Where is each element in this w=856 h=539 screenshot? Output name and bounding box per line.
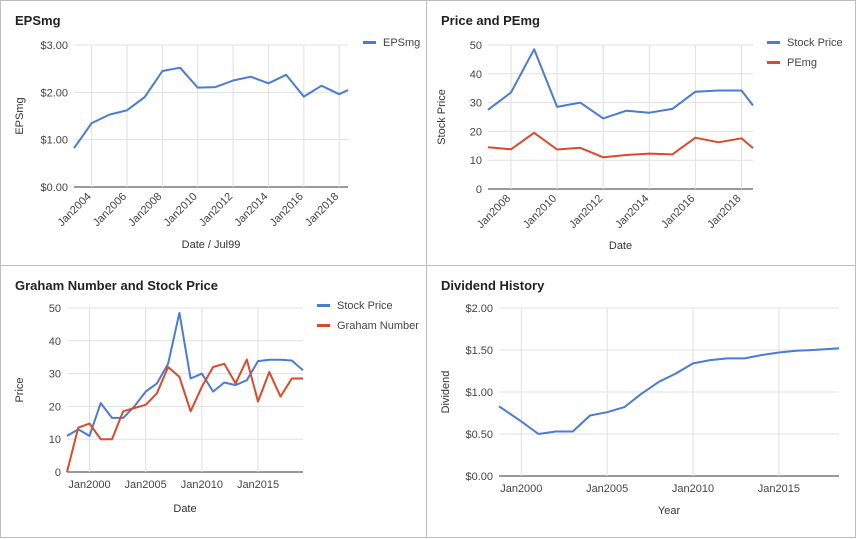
legend-swatch [767, 41, 780, 44]
x-tick-label: Jan2005 [586, 483, 628, 495]
x-tick-label: Jan2010 [521, 193, 559, 231]
x-axis-title: Year [658, 505, 681, 517]
series-line-dividend [498, 347, 840, 435]
series-line-pemg [487, 131, 754, 159]
x-tick-label: Jan2000 [500, 483, 542, 495]
x-tick-label: Jan2010 [181, 479, 223, 491]
x-tick-label: Jan2010 [162, 191, 200, 229]
y-tick-label: $0.00 [465, 471, 493, 483]
chart-panel-price-pemg: Price and PEmg 0 10 20 30 40 50 Jan2008 Jan2010… [426, 0, 856, 266]
y-tick-label: $3.00 [40, 40, 68, 52]
x-tick-label: Jan2000 [68, 479, 110, 491]
series-line-stock-price [66, 311, 304, 437]
chart-title: Dividend History [441, 278, 545, 293]
y-tick-label: 40 [470, 69, 482, 81]
x-tick-label: Jan2018 [705, 193, 743, 231]
y-tick-label: $1.00 [40, 135, 68, 147]
y-tick-label: 10 [49, 434, 61, 446]
chart-svg: $0.00 $0.50 $1.00 $1.50 $2.00 Jan2000 Jan2005 J… [440, 303, 840, 517]
chart-panel-epsmg: EPSmg $0.00 $1.00 $2.00 $3.00 Jan2004 Jan2006… [0, 0, 427, 266]
y-axis-title: Stock Price [436, 89, 448, 145]
legend-swatch [317, 304, 330, 307]
y-tick-label: $0.50 [465, 429, 493, 441]
y-tick-label: $0.00 [40, 182, 68, 194]
series-line-graham-number [66, 358, 303, 473]
x-axis-title: Date / Jul99 [182, 239, 241, 251]
legend-swatch [363, 41, 376, 44]
y-tick-label: 0 [55, 467, 61, 479]
y-tick-label: 20 [49, 401, 61, 413]
x-axis-title: Date [173, 503, 196, 515]
y-tick-label: 0 [476, 184, 482, 196]
y-tick-label: 50 [49, 303, 61, 315]
series-line-epsmg [73, 66, 349, 149]
x-tick-label: Jan2015 [758, 483, 800, 495]
y-tick-label: $2.00 [40, 87, 68, 99]
x-tick-label: Jan2018 [303, 191, 341, 229]
x-tick-label: Jan2010 [672, 483, 714, 495]
y-axis-title: Dividend [440, 371, 452, 414]
chart-svg: $0.00 $1.00 $2.00 $3.00 Jan2004Jan2006Jan200… [14, 37, 420, 251]
y-tick-label: 10 [470, 155, 482, 167]
y-tick-label: 40 [49, 336, 61, 348]
y-tick-label: 50 [470, 40, 482, 52]
x-tick-label: Jan2008 [475, 193, 513, 231]
x-tick-label: Jan2014 [613, 193, 651, 231]
legend-label: Stock Price [787, 37, 843, 49]
x-tick-label: Jan2005 [125, 479, 167, 491]
x-tick-label: Jan2016 [268, 191, 306, 229]
legend-label: EPSmg [383, 37, 420, 49]
x-tick-label: Jan2015 [237, 479, 279, 491]
x-tick-label: Jan2004 [55, 191, 93, 229]
y-tick-label: 20 [470, 126, 482, 138]
legend-label: PEmg [787, 57, 817, 69]
y-tick-label: 30 [470, 98, 482, 110]
y-tick-label: 30 [49, 369, 61, 381]
x-tick-label: Jan2014 [232, 191, 270, 229]
y-tick-label: $2.00 [465, 303, 493, 315]
legend-swatch [317, 324, 330, 327]
chart-svg: 0 10 20 30 40 50 Jan2000 Jan2005 Jan2010 Jan2015 D… [14, 300, 419, 515]
legend-label: Stock Price [337, 300, 393, 312]
chart-panel-graham-number: Graham Number and Stock Price 0 10 20 30 40 5… [0, 265, 427, 538]
legend-swatch [767, 61, 780, 64]
x-tick-label: Jan2008 [126, 191, 164, 229]
y-tick-label: $1.00 [465, 387, 493, 399]
legend-label: Graham Number [337, 320, 419, 332]
y-axis-title: EPSmg [14, 97, 26, 134]
x-tick-label: Jan2012 [197, 191, 235, 229]
y-tick-label: $1.50 [465, 345, 493, 357]
chart-panel-dividend-history: Dividend History $0.00 $0.50 $1.00 $1.50 $2.… [426, 265, 856, 538]
series-line-stock-price [487, 48, 754, 120]
chart-title: EPSmg [15, 13, 61, 28]
chart-title: Price and PEmg [441, 13, 540, 28]
y-axis-title: Price [14, 377, 26, 402]
x-tick-label: Jan2016 [659, 193, 697, 231]
x-axis-title: Date [609, 240, 632, 252]
chart-title: Graham Number and Stock Price [15, 278, 219, 293]
x-tick-label: Jan2012 [567, 193, 605, 231]
x-tick-label: Jan2006 [91, 191, 129, 229]
